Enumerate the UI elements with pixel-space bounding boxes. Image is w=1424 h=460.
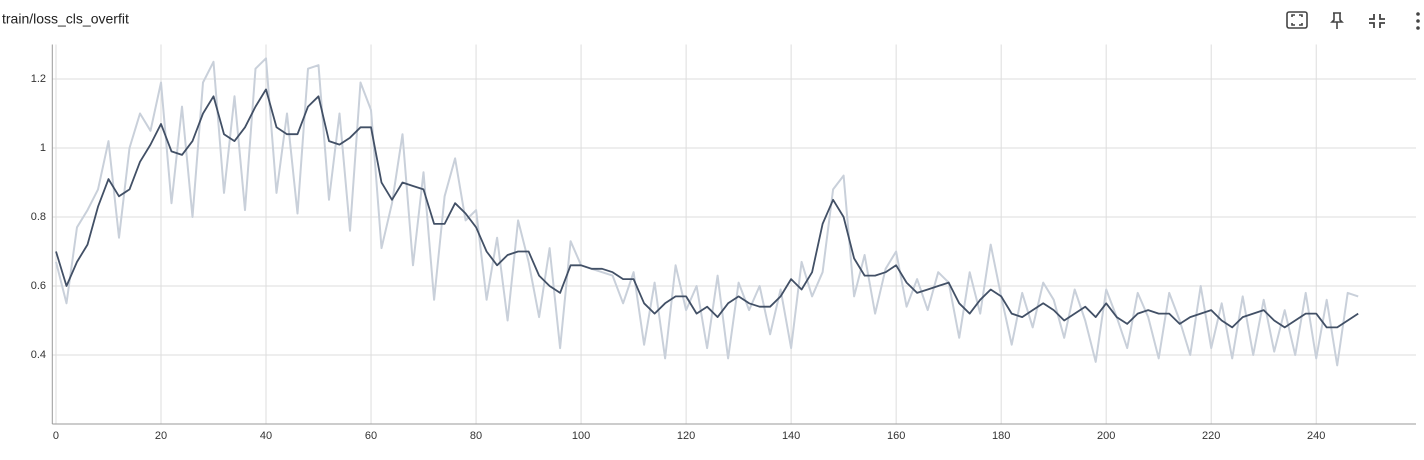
series-line	[55, 57, 1359, 367]
pin-button[interactable]	[1330, 12, 1344, 29]
collapse-button[interactable]	[1369, 14, 1385, 28]
x-tick-label: 120	[677, 430, 695, 442]
x-tick-label: 160	[887, 430, 905, 442]
x-tick-label: 200	[1097, 430, 1115, 442]
y-tick-label: 0.4	[31, 349, 46, 361]
x-tick-label: 220	[1202, 430, 1220, 442]
x-tick-label: 240	[1307, 430, 1325, 442]
x-tick-label: 80	[470, 430, 482, 442]
x-tick-label: 100	[572, 430, 590, 442]
y-tick-label: 0.8	[31, 211, 46, 223]
x-tick-label: 0	[53, 430, 59, 442]
x-tick-label: 20	[155, 430, 167, 442]
x-tick-label: 140	[782, 430, 800, 442]
x-tick-label: 40	[260, 430, 272, 442]
series-line	[55, 88, 1359, 329]
y-tick-label: 1	[40, 142, 46, 154]
y-tick-label: 1.2	[31, 73, 46, 85]
y-tick-label: 0.6	[31, 280, 46, 292]
x-tick-label: 180	[992, 430, 1010, 442]
fullscreen-button[interactable]	[1286, 11, 1308, 29]
chart-title: train/loss_cls_overfit	[2, 11, 129, 27]
x-tick-label: 60	[365, 430, 377, 442]
more-button[interactable]	[1416, 12, 1420, 30]
